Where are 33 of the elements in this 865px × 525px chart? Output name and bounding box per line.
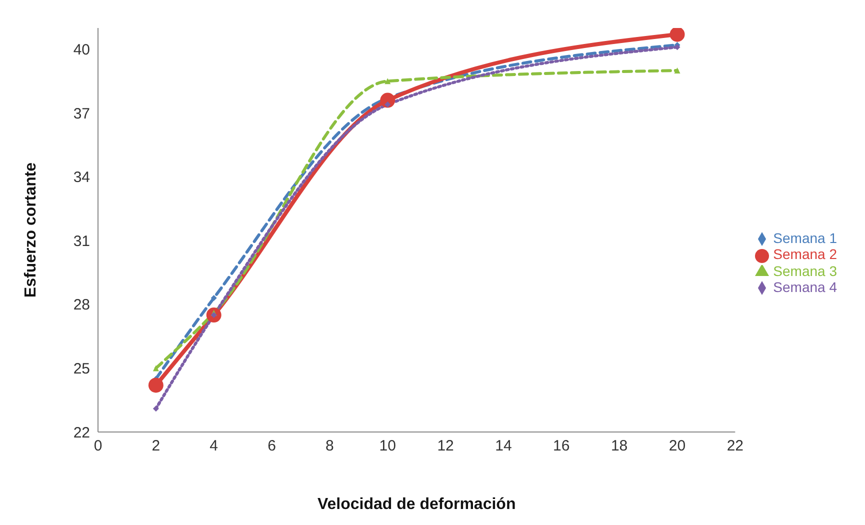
- x-tick-label: 10: [379, 438, 396, 455]
- y-axis-title: Esfuerzo cortante: [22, 162, 40, 298]
- x-axis-title: Velocidad de deformación: [317, 496, 516, 513]
- point: [210, 295, 217, 302]
- legend-label: Semana 3: [773, 262, 837, 278]
- y-tick-label: 31: [73, 232, 90, 250]
- point: [152, 406, 159, 412]
- y-tick-label: 40: [73, 42, 90, 59]
- x-tick-label: 18: [610, 438, 628, 455]
- point: [674, 68, 680, 74]
- x-tick-label: 12: [437, 438, 454, 455]
- x-tick-label: 22: [726, 438, 744, 455]
- point: [384, 102, 391, 108]
- point: [670, 28, 685, 42]
- legend-label: Semana 2: [773, 246, 837, 262]
- point: [152, 365, 159, 372]
- x-tick-label: 0: [94, 438, 102, 455]
- point: [384, 78, 391, 84]
- point: [148, 378, 164, 393]
- x-tick-label: 8: [326, 438, 334, 455]
- legend-label: Semana 4: [773, 278, 837, 295]
- y-tick-label: 22: [73, 424, 90, 442]
- y-tick-label: 37: [73, 105, 90, 122]
- x-tick-label: 20: [668, 438, 686, 455]
- legend-label: Semana 1: [773, 230, 837, 246]
- x-tick-label: 2: [152, 438, 160, 455]
- y-tick-label: 28: [73, 296, 90, 314]
- y-tick-label: 25: [73, 360, 90, 378]
- x-tick-label: 16: [553, 438, 570, 455]
- x-tick-label: 14: [495, 438, 512, 455]
- x-tick-label: 4: [210, 438, 218, 455]
- x-tick-label: 6: [268, 438, 276, 455]
- y-tick-label: 34: [73, 169, 90, 186]
